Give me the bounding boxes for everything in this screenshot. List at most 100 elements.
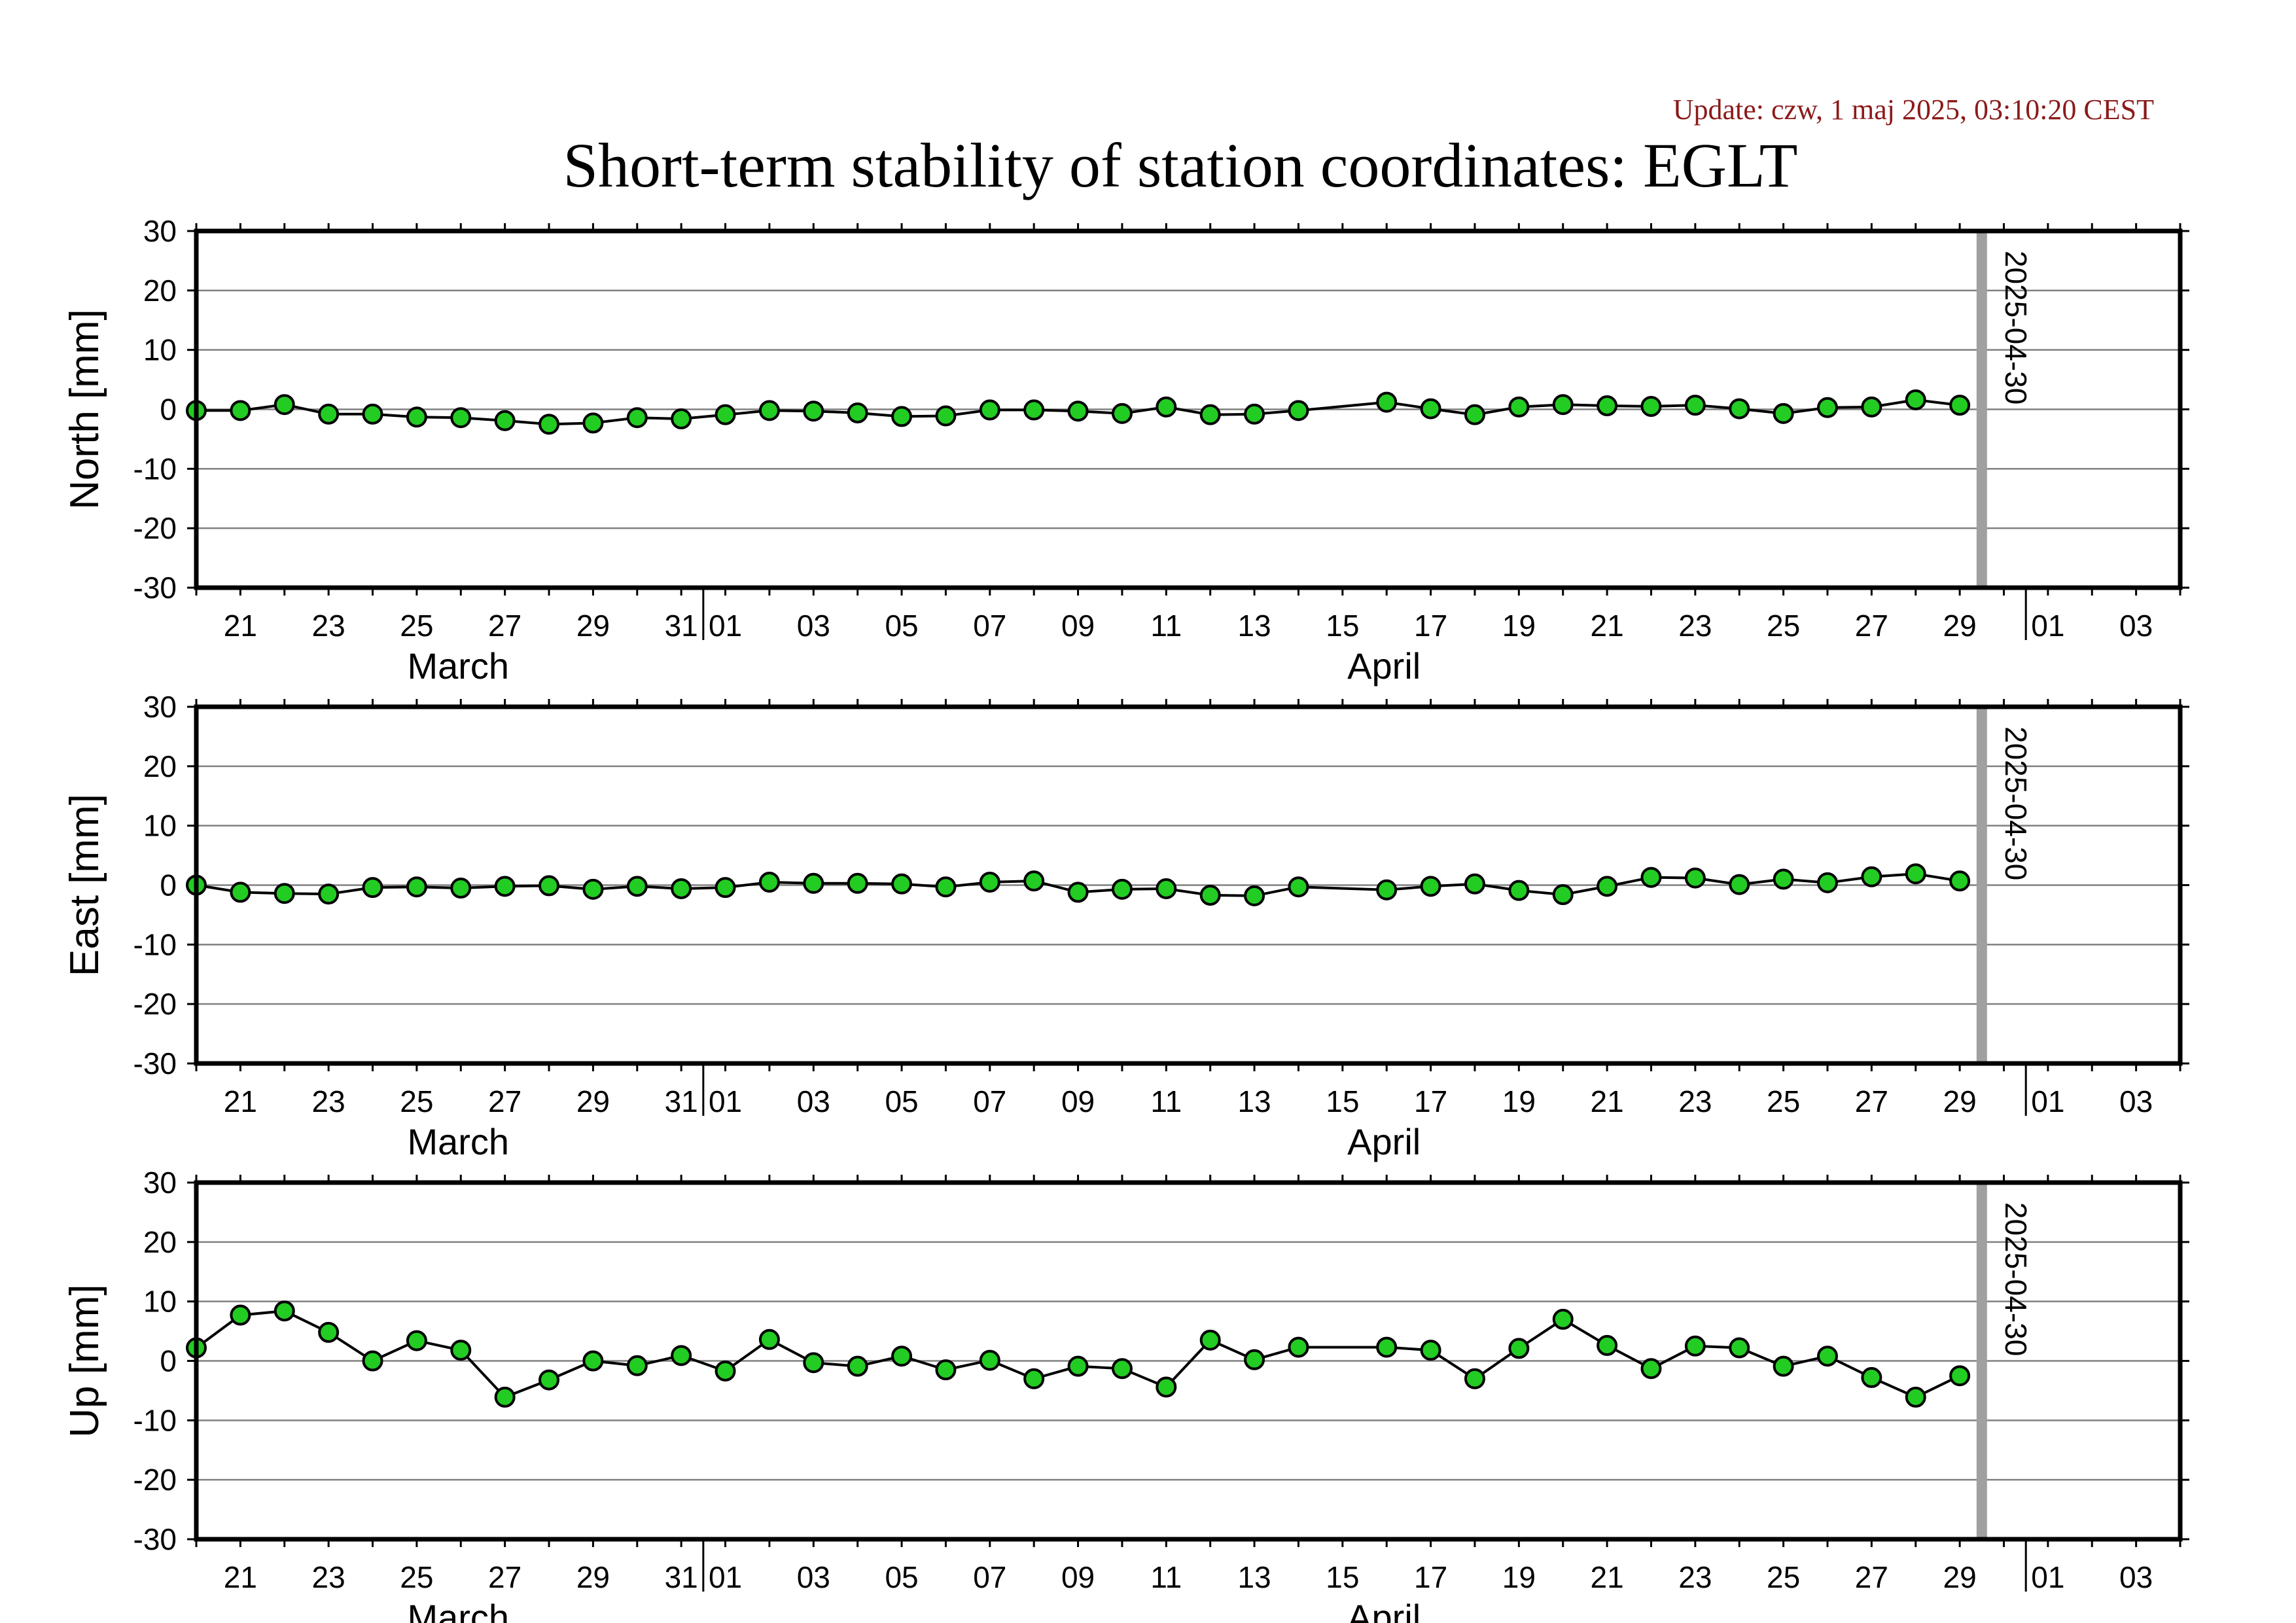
data-point (406, 406, 427, 428)
data-point (1552, 394, 1574, 416)
month-label: April (1347, 1597, 1421, 1623)
x-tick-label: 09 (1061, 1084, 1095, 1118)
data-point (1288, 400, 1309, 421)
y-tick-label: -10 (133, 1403, 177, 1437)
x-tick-label: 29 (576, 1560, 610, 1594)
data-point (1597, 876, 1618, 897)
data-point (803, 872, 824, 894)
y-tick-label: -30 (133, 1522, 177, 1556)
data-point (1156, 1376, 1177, 1398)
x-tick-label: 13 (1237, 609, 1271, 643)
data-point (318, 883, 340, 905)
data-point (847, 1355, 868, 1377)
data-point (891, 1346, 913, 1367)
month-label: April (1347, 1121, 1421, 1162)
x-tick-label: 11 (1150, 1560, 1182, 1594)
x-tick-label: 27 (1855, 609, 1888, 643)
data-point (1376, 879, 1398, 901)
x-tick-label: 03 (2119, 1084, 2153, 1118)
x-tick-label: 07 (973, 1084, 1006, 1118)
x-tick-label: 09 (1061, 609, 1095, 643)
x-tick-label: 17 (1414, 1084, 1447, 1118)
x-tick-label: 01 (2031, 1084, 2064, 1118)
y-tick-label: -30 (133, 571, 177, 605)
data-point (758, 871, 780, 893)
data-point (1773, 402, 1794, 424)
x-tick-label: 01 (709, 1084, 742, 1118)
plot-frame (194, 704, 2183, 1066)
x-tick-label: 25 (1767, 1084, 1800, 1118)
data-point (1156, 396, 1177, 418)
x-tick-label: 21 (1591, 1084, 1624, 1118)
x-tick-label: 01 (709, 1560, 742, 1594)
date-marker-label: 2025-04-30 (1999, 726, 2033, 880)
data-point (979, 871, 1000, 893)
x-tick-label: 25 (1767, 609, 1800, 643)
x-tick-label: 23 (312, 1560, 345, 1594)
x-tick-label: 11 (1150, 1084, 1182, 1118)
x-tick-label: 21 (1591, 1560, 1624, 1594)
data-point (1067, 1355, 1089, 1377)
data-point (626, 876, 648, 897)
data-point (1552, 884, 1574, 906)
data-point (1729, 398, 1750, 419)
x-tick-label: 25 (400, 1560, 433, 1594)
data-point (450, 1340, 472, 1361)
panel-up: 30 20 10 0 -10 -20 -30 Up [mm] 2025-04-30 21 23 25 2… (62, 1166, 2189, 1623)
data-point (539, 414, 560, 435)
data-point (979, 1349, 1000, 1371)
month-label: April (1347, 645, 1421, 687)
x-tick-label: 25 (1767, 1560, 1800, 1594)
data-point (362, 877, 383, 899)
x-tick-label: 19 (1502, 1084, 1536, 1118)
x-tick-label: 11 (1150, 609, 1182, 643)
data-point (1816, 1346, 1838, 1367)
data-point (1949, 870, 1971, 892)
x-tick-label: 15 (1326, 1084, 1359, 1118)
data-point (1684, 1335, 1706, 1357)
data-point (847, 402, 868, 423)
x-tick-label: 23 (1678, 1084, 1712, 1118)
series-line (196, 872, 1960, 897)
data-point (671, 408, 692, 430)
data-point (1067, 401, 1089, 422)
y-axis-label: East [mm] (62, 794, 107, 976)
data-point (1023, 870, 1045, 892)
x-tick-label: 21 (224, 609, 257, 643)
x-tick-label: 17 (1414, 1560, 1447, 1594)
x-tick-label: 29 (1943, 1560, 1977, 1594)
data-point (494, 876, 516, 897)
y-tick-label: -10 (133, 452, 177, 486)
chart-title: Short-term stability of station coordina… (563, 130, 1798, 200)
y-tick-label: 30 (143, 214, 177, 248)
y-tick-label: -20 (133, 511, 177, 545)
x-tick-label: 13 (1237, 1084, 1271, 1118)
data-point (1684, 395, 1706, 416)
data-point (1023, 1368, 1045, 1389)
data-point (1376, 1336, 1398, 1358)
data-point (1420, 398, 1441, 419)
data-point (1729, 1337, 1750, 1359)
x-tick-label: 17 (1414, 609, 1447, 643)
month-label: March (407, 1121, 509, 1162)
x-tick-label: 21 (224, 1084, 257, 1118)
month-label: March (407, 645, 509, 687)
data-point (1464, 1368, 1485, 1389)
x-tick-label: 27 (488, 609, 521, 643)
x-tick-label: 27 (488, 1084, 521, 1118)
x-tick-label: 03 (797, 609, 830, 643)
data-point (230, 882, 251, 903)
x-tick-label: 19 (1502, 609, 1536, 643)
data-point (1949, 1365, 1971, 1387)
x-tick-label: 21 (1591, 609, 1624, 643)
x-tick-label: 31 (665, 1084, 698, 1118)
series-line (196, 398, 1960, 426)
x-tick-label: 01 (2031, 609, 2064, 643)
data-point (1111, 402, 1133, 424)
data-point (1508, 1338, 1530, 1359)
y-tick-label: 20 (143, 1225, 177, 1259)
data-point (1552, 1308, 1574, 1330)
x-tick-label: 09 (1061, 1560, 1095, 1594)
data-point (626, 1355, 648, 1376)
